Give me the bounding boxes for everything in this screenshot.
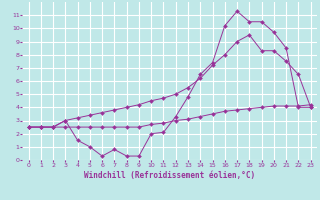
X-axis label: Windchill (Refroidissement éolien,°C): Windchill (Refroidissement éolien,°C) [84,171,255,180]
